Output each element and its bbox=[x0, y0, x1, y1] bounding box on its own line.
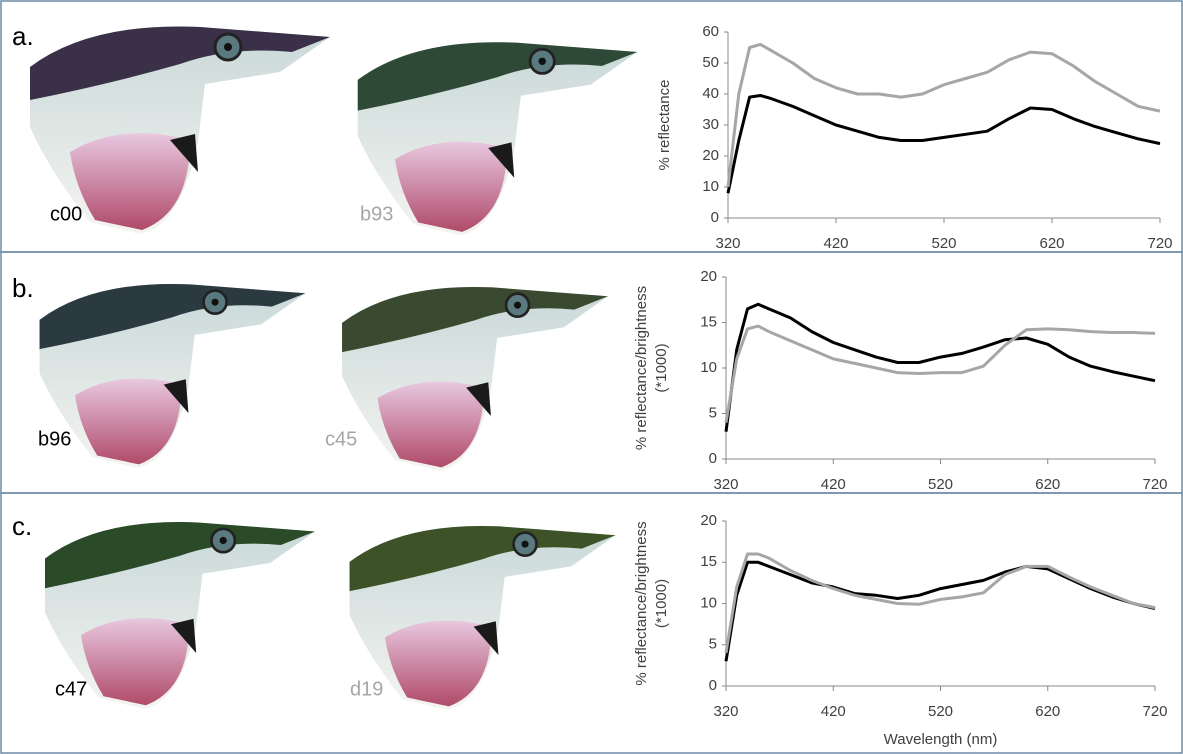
x-tick-label: 420 bbox=[821, 476, 846, 493]
y-tick-label: 0 bbox=[709, 450, 717, 467]
panel-label: a. bbox=[12, 21, 34, 51]
y-axis-label: % reflectance/brightness bbox=[633, 521, 650, 685]
series-line bbox=[724, 552, 1156, 654]
y-axis-label: (*1000) bbox=[653, 579, 670, 628]
y-tick-label: 20 bbox=[702, 147, 719, 164]
specimen-label: b93 bbox=[360, 203, 393, 225]
y-axis-label: (*1000) bbox=[653, 343, 670, 392]
specimen-label: b96 bbox=[38, 428, 71, 450]
x-axis-label: Wavelength (nm) bbox=[884, 731, 998, 748]
x-tick-label: 420 bbox=[823, 235, 848, 252]
y-tick-label: 10 bbox=[700, 594, 717, 611]
series-line bbox=[726, 94, 1161, 194]
y-tick-label: 5 bbox=[709, 404, 717, 421]
y-tick-label: 15 bbox=[700, 313, 717, 330]
x-tick-label: 520 bbox=[931, 235, 956, 252]
y-tick-label: 15 bbox=[700, 553, 717, 570]
y-tick-label: 10 bbox=[700, 359, 717, 376]
x-tick-label: 320 bbox=[715, 235, 740, 252]
x-tick-label: 520 bbox=[928, 476, 953, 493]
x-tick-label: 620 bbox=[1035, 703, 1060, 720]
specimen-label: c00 bbox=[50, 203, 82, 225]
specimen-label: c47 bbox=[55, 678, 87, 700]
panel-label: b. bbox=[12, 273, 34, 303]
y-tick-label: 30 bbox=[702, 116, 719, 133]
series-line bbox=[724, 324, 1156, 423]
x-tick-label: 420 bbox=[821, 703, 846, 720]
specimen-label: c45 bbox=[325, 428, 357, 450]
y-tick-label: 40 bbox=[702, 85, 719, 102]
y-tick-label: 20 bbox=[700, 512, 717, 529]
x-tick-label: 320 bbox=[713, 476, 738, 493]
x-tick-label: 520 bbox=[928, 703, 953, 720]
y-tick-label: 10 bbox=[702, 178, 719, 195]
y-tick-label: 50 bbox=[702, 54, 719, 71]
series-line bbox=[724, 302, 1156, 432]
panel-label: c. bbox=[12, 511, 32, 541]
y-tick-label: 0 bbox=[711, 209, 719, 226]
y-tick-label: 20 bbox=[700, 268, 717, 285]
x-tick-label: 620 bbox=[1035, 476, 1060, 493]
x-tick-label: 720 bbox=[1147, 235, 1172, 252]
y-tick-label: 60 bbox=[702, 23, 719, 40]
y-axis-label: % reflectance/brightness bbox=[633, 286, 650, 450]
x-tick-label: 720 bbox=[1142, 703, 1167, 720]
photos bbox=[30, 25, 639, 712]
series-line bbox=[724, 560, 1156, 662]
x-tick-label: 720 bbox=[1142, 476, 1167, 493]
x-tick-label: 620 bbox=[1039, 235, 1064, 252]
x-tick-label: 320 bbox=[713, 703, 738, 720]
y-tick-label: 0 bbox=[709, 677, 717, 694]
series-line bbox=[726, 42, 1161, 188]
specimen-label: d19 bbox=[350, 678, 383, 700]
y-tick-label: 5 bbox=[709, 636, 717, 653]
y-axis-label: % reflectance bbox=[656, 80, 673, 171]
